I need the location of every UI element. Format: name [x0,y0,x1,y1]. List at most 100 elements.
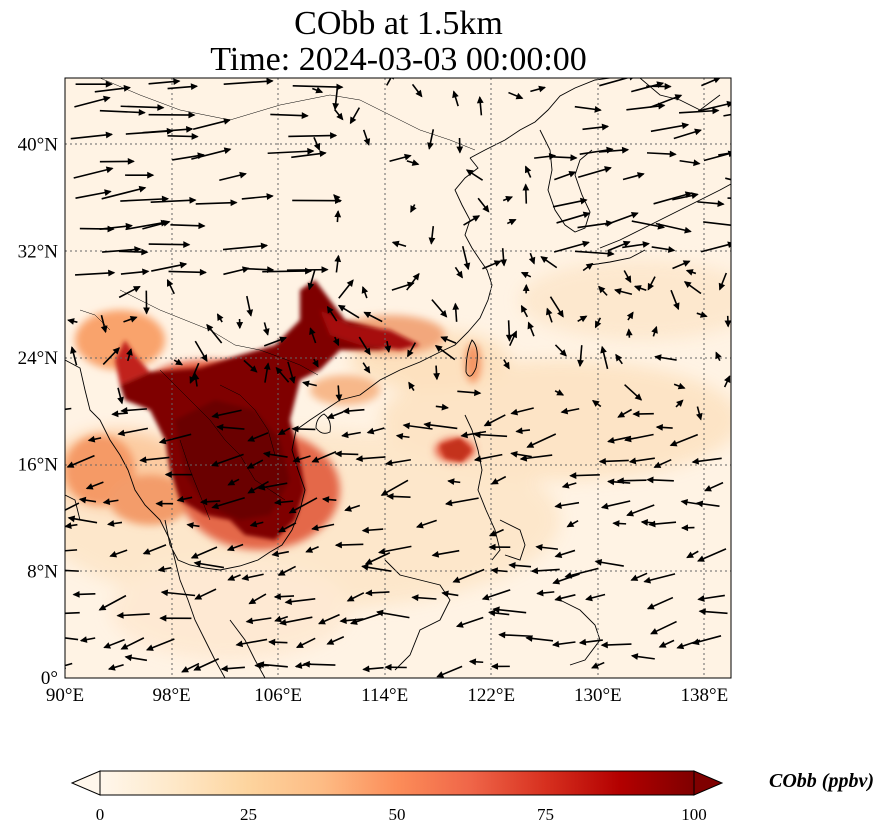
wind-arrow [148,241,191,248]
wind-arrow [600,345,609,370]
wind-arrow [277,427,291,436]
wind-arrow [291,425,316,433]
wind-arrow [75,269,116,277]
wind-arrow [335,385,343,402]
title-line-1: CObb at 1.5km [294,5,503,42]
wind-arrow [120,407,147,414]
wind-arrow [515,427,531,435]
wind-arrow [148,111,196,119]
wind-arrow [338,279,354,299]
wind-arrow [339,617,364,624]
wind-arrow [649,94,683,108]
wind-arrow [411,594,437,602]
wind-arrow [431,299,448,318]
wind-arrow [650,620,677,635]
wind-arrow [582,262,594,272]
wind-arrow [365,589,390,597]
wind-arrow [249,520,264,528]
wind-arrow [124,654,148,662]
lat-tick-label: 24°N [18,348,59,369]
wind-arrow [679,159,701,167]
wind-arrow [582,123,610,131]
wind-arrow [696,406,703,421]
wind-arrow [554,389,565,396]
wind-arrow [502,196,514,203]
wind-arrow [647,276,656,291]
wind-arrow [406,159,420,166]
wind-arrow [67,318,78,325]
wind-arrow [355,455,386,463]
wind-arrow [99,108,146,116]
wind-arrow [447,478,461,486]
wind-arrow [549,296,564,318]
wind-arrow [654,354,677,361]
wind-arrow [673,382,686,390]
wind-arrow [622,172,645,181]
wind-arrow [313,136,321,151]
wind-arrow [591,399,602,408]
colorbar-ticks: 0 25 50 75 100 [96,805,707,824]
wind-arrow [525,635,554,642]
wind-arrow [402,422,433,430]
wind-arrow [552,197,588,208]
wind-arrow [341,431,361,439]
lon-tick-labels: 90°E 98°E 106°E 114°E 122°E 130°E 138°E [46,685,728,706]
wind-arrow [73,166,114,179]
wind-arrow [107,520,123,527]
borders [79,78,476,521]
wind-arrow [408,381,415,392]
wind-arrow [332,86,340,111]
wind-arrow [245,617,272,625]
wind-arrow [473,431,508,439]
wind-arrow [598,285,608,296]
wind-arrow [569,472,600,479]
wind-arrow [468,658,484,666]
wind-arrow [78,496,97,504]
wind-arrow [222,242,269,251]
wind-arrow [632,410,654,418]
wind-arrow [492,606,527,614]
colorbar-tick-label: 75 [537,805,554,824]
wind-arrow [669,433,699,447]
wind-arrow [477,197,490,213]
wind-arrow [386,493,411,500]
lon-tick-label: 106°E [254,685,302,706]
lat-tick-label: 40°N [18,135,59,156]
wind-arrow [431,549,460,558]
wind-arrow [102,498,119,505]
wind-arrow [614,288,633,296]
wind-arrow [309,327,317,344]
wind-arrow [103,638,125,649]
wind-arrow [600,641,632,649]
wind-arrow [275,366,290,383]
wind-arrow [148,78,181,85]
wind-arrow [460,430,487,439]
wind-arrow [696,311,708,318]
wind-arrow [326,636,345,645]
wind-arrow [193,658,220,671]
wind-arrow [723,375,731,388]
wind-arrow [150,196,197,204]
wind-arrow [500,248,507,267]
wind-arrow [510,407,534,416]
wind-arrow [697,200,725,208]
wind-arrow [139,456,170,464]
lat-tick-labels: 0° 8°N 16°N 24°N 32°N 40°N [18,135,59,689]
wind-arrow [268,638,288,646]
wind-arrow [102,347,120,365]
wind-arrow [725,177,731,181]
wind-arrow [117,387,124,405]
wind-arrow [427,129,435,150]
wind-arrow [535,544,558,551]
wind-arrow [435,403,449,411]
wind-arrow [444,497,479,507]
wind-arrow [680,524,695,532]
wind-arrow [247,480,269,494]
lon-tick-label: 122°E [467,685,515,706]
wind-arrow [643,573,676,584]
wind-arrow [655,424,673,431]
wind-arrow [488,609,510,617]
wind-arrow [98,594,127,611]
wind-arrow [292,455,311,463]
wind-arrow [385,458,412,467]
